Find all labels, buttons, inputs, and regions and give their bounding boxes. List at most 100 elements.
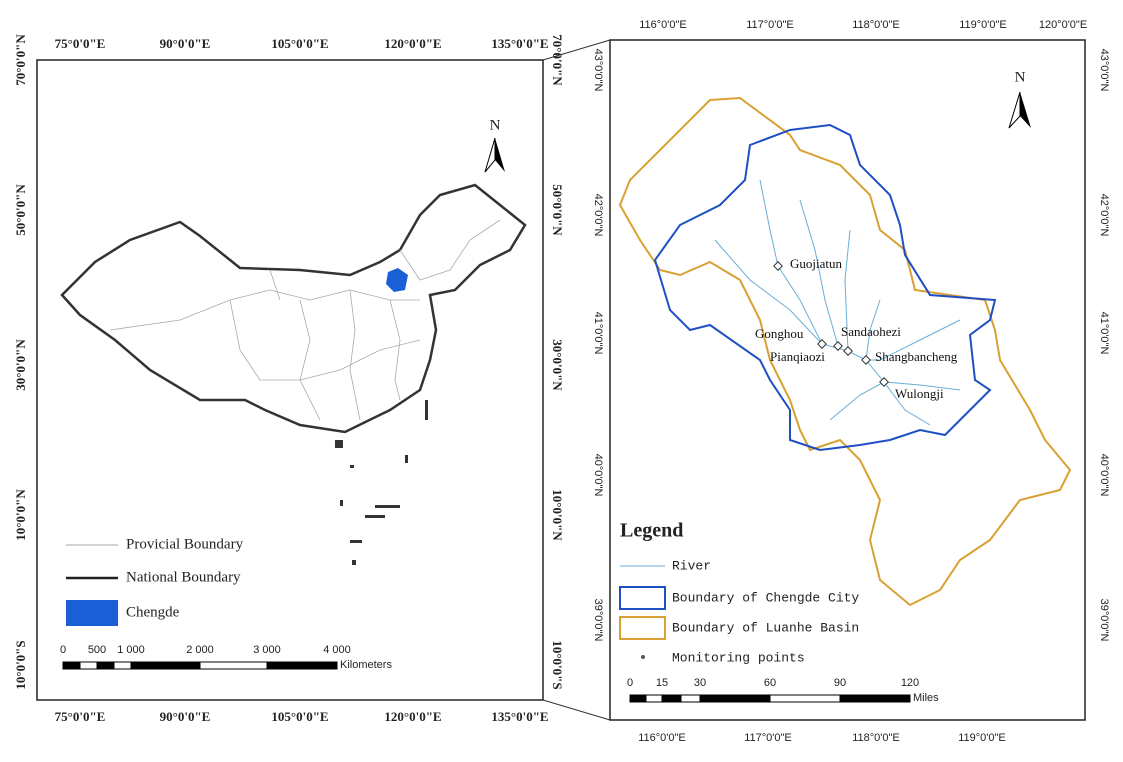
right-label: 42°0'0"N bbox=[1098, 194, 1110, 237]
river bbox=[799, 199, 839, 347]
scale-segment bbox=[266, 661, 338, 670]
scale-unit: Kilometers bbox=[340, 659, 392, 671]
river bbox=[829, 381, 885, 421]
right-label: 10°0'0"S bbox=[550, 640, 565, 689]
bottom-label: 117°0'0"E bbox=[744, 732, 792, 744]
left-label: 30°0'0"N bbox=[13, 339, 28, 391]
top-label: 135°0'0"E bbox=[491, 36, 548, 51]
scale-label: 15 bbox=[656, 677, 668, 689]
top-label: 119°0'0"E bbox=[959, 19, 1007, 31]
river bbox=[865, 299, 881, 361]
north-label: N bbox=[490, 117, 501, 133]
scale-label: 30 bbox=[694, 677, 706, 689]
right-label: 43°0'0"N bbox=[1098, 49, 1110, 92]
left-label: 10°0'0"N bbox=[13, 489, 28, 541]
scale-label: 4 000 bbox=[323, 644, 351, 656]
scale-segment bbox=[629, 694, 647, 703]
province-line bbox=[269, 219, 501, 301]
bottom-label: 119°0'0"E bbox=[958, 732, 1006, 744]
bottom-label: 120°0'0"E bbox=[384, 709, 441, 724]
legend-label: Monitoring points bbox=[672, 650, 805, 665]
right-label: 39°0'0"N bbox=[1098, 599, 1110, 642]
legend-label: River bbox=[672, 558, 711, 573]
legend-symbol bbox=[619, 586, 666, 610]
station-label: Sandaohezi bbox=[841, 324, 901, 339]
scale-segment bbox=[661, 694, 682, 703]
legend-label: National Boundary bbox=[126, 569, 241, 585]
legend-label: Boundary of Luanhe Basin bbox=[672, 620, 859, 635]
national-boundary bbox=[60, 183, 527, 434]
left-label: 42°0'0"N bbox=[592, 194, 604, 237]
top-label: 117°0'0"E bbox=[746, 19, 794, 31]
province-line bbox=[349, 289, 361, 421]
scale-label: 90 bbox=[834, 677, 846, 689]
right-label: 10°0'0"N bbox=[550, 489, 565, 541]
bottom-label: 75°0'0"E bbox=[55, 709, 106, 724]
chengde-region bbox=[386, 268, 408, 292]
legend-label: Provicial Boundary bbox=[126, 536, 244, 552]
right-frame bbox=[609, 39, 1086, 721]
islands bbox=[335, 400, 428, 565]
top-label: 75°0'0"E bbox=[55, 36, 106, 51]
right-label: 40°0'0"N bbox=[1098, 454, 1110, 497]
bottom-label: 135°0'0"E bbox=[491, 709, 548, 724]
legend-symbol bbox=[66, 600, 118, 626]
left-label: 39°0'0"N bbox=[592, 599, 604, 642]
station-label: Pianqiaozi bbox=[770, 349, 825, 364]
left-label: 41°0'0"N bbox=[592, 312, 604, 355]
monitoring-point bbox=[817, 339, 827, 349]
top-label: 105°0'0"E bbox=[271, 36, 328, 51]
island bbox=[350, 465, 354, 468]
left-label: 70°0'0"N bbox=[13, 34, 28, 86]
left-label: 10°0'0"S bbox=[13, 640, 28, 689]
province-line bbox=[109, 289, 420, 331]
scale-bar bbox=[62, 661, 338, 670]
island bbox=[335, 440, 343, 448]
river bbox=[844, 229, 851, 352]
island bbox=[350, 540, 362, 543]
bottom-label: 105°0'0"E bbox=[271, 709, 328, 724]
legend-title: Legend bbox=[620, 520, 683, 542]
scale-segment bbox=[62, 661, 81, 670]
station-label: Wulongji bbox=[895, 386, 944, 401]
station-label: Gonghou bbox=[755, 326, 804, 341]
station-label: Guojiatun bbox=[790, 256, 842, 271]
scale-segment bbox=[96, 661, 115, 670]
scale-label: 120 bbox=[901, 677, 919, 689]
scale-label: 3 000 bbox=[253, 644, 281, 656]
bottom-label: 116°0'0"E bbox=[638, 732, 686, 744]
top-label: 120°0'0"E bbox=[1039, 19, 1087, 31]
island bbox=[352, 560, 356, 565]
chengde-city-boundary bbox=[653, 123, 997, 452]
monitoring-point bbox=[879, 377, 889, 387]
island bbox=[375, 505, 400, 508]
island bbox=[405, 455, 408, 463]
monitoring-point bbox=[843, 346, 853, 356]
right-label: 70°0'0"N bbox=[550, 34, 565, 86]
scale-label: 2 000 bbox=[186, 644, 214, 656]
connector bbox=[542, 39, 611, 61]
monitoring-point bbox=[833, 341, 843, 351]
river bbox=[883, 381, 961, 391]
province-line bbox=[299, 299, 321, 421]
scale-bar bbox=[629, 694, 911, 703]
right-label: 41°0'0"N bbox=[1098, 312, 1110, 355]
top-label: 116°0'0"E bbox=[639, 19, 687, 31]
north-label: N bbox=[1015, 69, 1026, 85]
scale-label: 1 000 bbox=[117, 644, 145, 656]
north-arrow bbox=[1020, 92, 1031, 128]
top-label: 118°0'0"E bbox=[852, 19, 900, 31]
legend-label: Chengde bbox=[126, 604, 180, 620]
monitoring-point bbox=[773, 261, 783, 271]
provincial-boundaries bbox=[109, 219, 501, 421]
left-label: 43°0'0"N bbox=[592, 49, 604, 92]
scale-label: 500 bbox=[88, 644, 106, 656]
scale-label: 0 bbox=[627, 677, 633, 689]
top-label: 120°0'0"E bbox=[384, 36, 441, 51]
legend-symbol bbox=[641, 655, 645, 659]
legend-label: Boundary of Chengde City bbox=[672, 590, 859, 605]
river bbox=[866, 319, 961, 361]
scale-segment bbox=[699, 694, 771, 703]
scale-segment bbox=[839, 694, 911, 703]
